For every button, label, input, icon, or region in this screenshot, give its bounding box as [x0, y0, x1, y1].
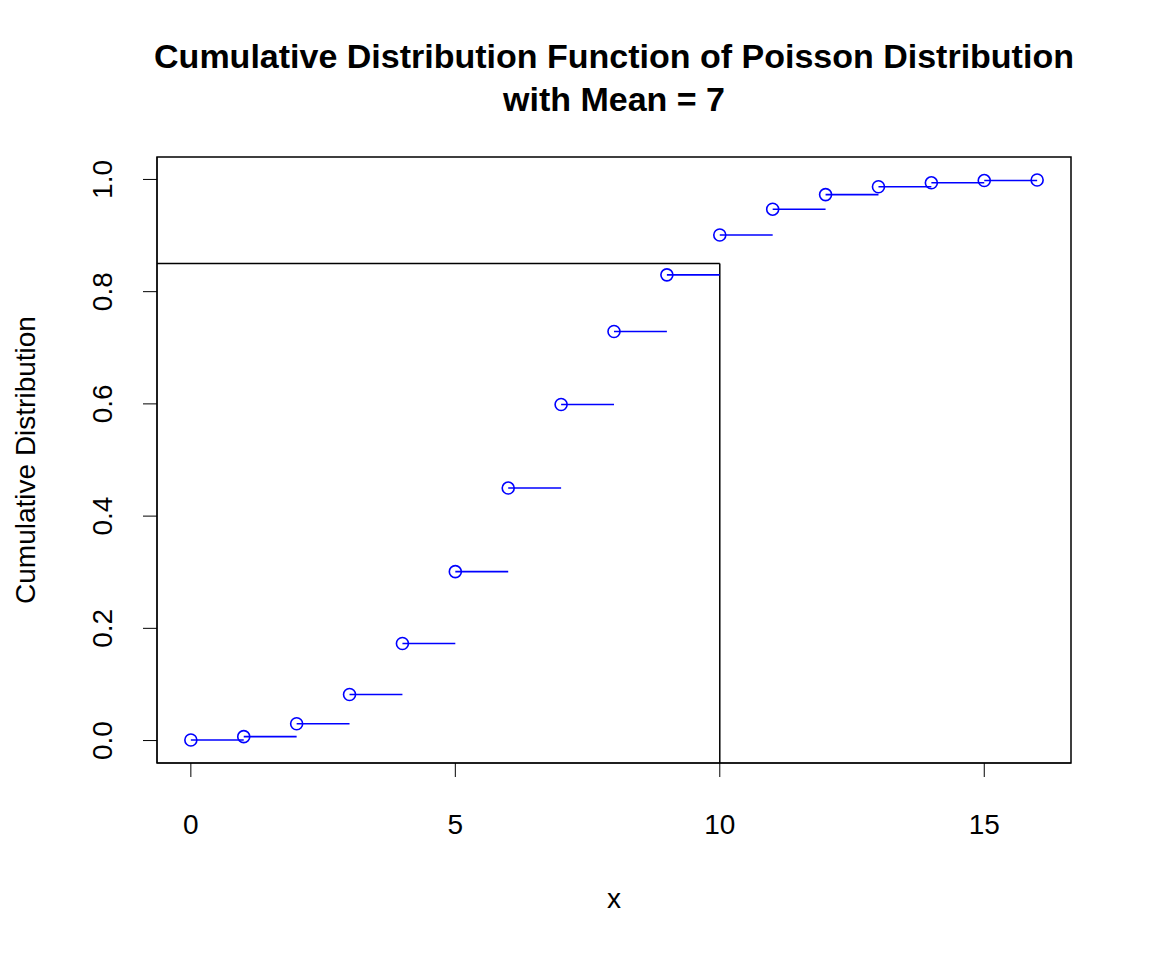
svg-text:15: 15 [969, 809, 1000, 840]
svg-text:5: 5 [448, 809, 464, 840]
svg-text:10: 10 [704, 809, 735, 840]
svg-text:0: 0 [183, 809, 199, 840]
html-text:Cumulative Distribution Functi: Cumulative Distribution Function of Pois… [154, 37, 1074, 75]
svg-text:1.0: 1.0 [87, 160, 118, 199]
svg-text:0.4: 0.4 [87, 497, 118, 536]
svg-text:0.6: 0.6 [87, 384, 118, 423]
svg-text:0.0: 0.0 [87, 721, 118, 760]
svg-text:0.2: 0.2 [87, 609, 118, 648]
html-text:Cumulative Distribution: Cumulative Distribution [10, 316, 41, 604]
svg-text:0.8: 0.8 [87, 272, 118, 311]
html-text:with Mean = 7: with Mean = 7 [503, 80, 725, 118]
html-text:x: x [607, 883, 621, 914]
